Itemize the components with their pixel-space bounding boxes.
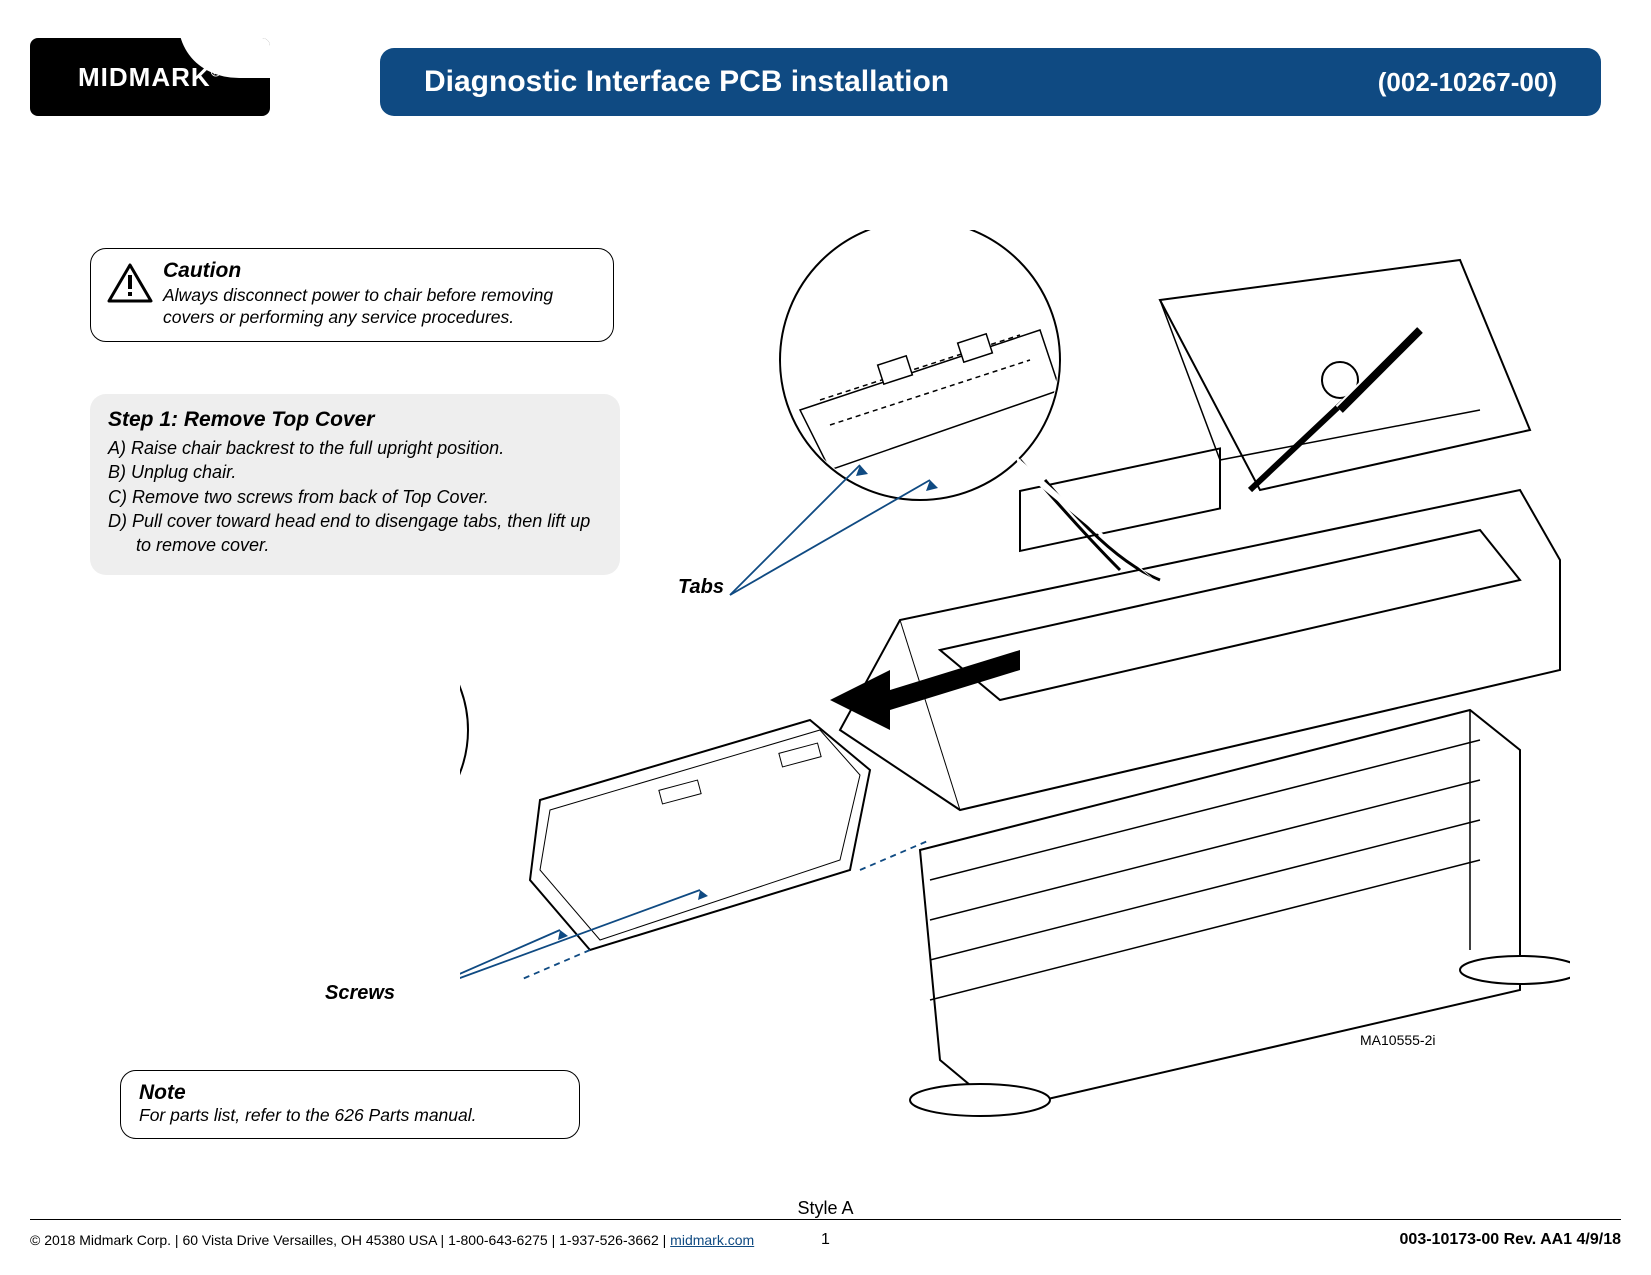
brand-logo: MIDMARK®: [30, 38, 270, 116]
callout-tabs: Tabs: [678, 576, 724, 599]
chair-diagram-svg: [460, 230, 1570, 1150]
callout-screws: Screws: [325, 982, 395, 1005]
detail-circle-unplug: [460, 612, 468, 848]
part-number: (002-10267-00): [1378, 67, 1557, 98]
page-number: 1: [30, 1231, 1621, 1249]
warning-icon: [107, 263, 153, 303]
page-title: Diagnostic Interface PCB installation: [424, 65, 949, 99]
title-bar: Diagnostic Interface PCB installation (0…: [380, 48, 1601, 116]
figure-ref: MA10555-2i: [1360, 1032, 1436, 1048]
brand-text: MIDMARK®: [78, 62, 222, 93]
style-label: Style A: [30, 1198, 1621, 1219]
page-footer: Style A © 2018 Midmark Corp. | 60 Vista …: [30, 1219, 1621, 1253]
diagram: Tabs Screws MA10555-2i: [460, 230, 1570, 1150]
